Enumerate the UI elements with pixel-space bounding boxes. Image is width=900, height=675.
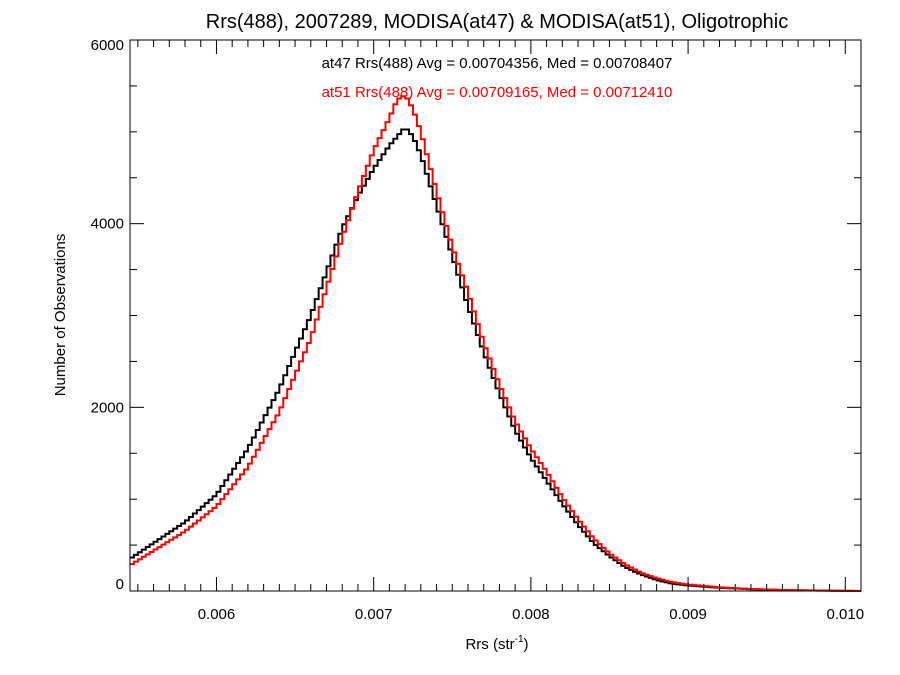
annotation-at47: at47 Rrs(488) Avg = 0.00704356, Med = 0.… — [322, 55, 673, 72]
x-axis-label: Rrs (str-1) — [465, 634, 528, 653]
x-axis-label-sup: -1 — [515, 634, 524, 645]
annotation-at51: at51 Rrs(488) Avg = 0.00709165, Med = 0.… — [322, 84, 673, 101]
x-tick-label: 0.008 — [512, 606, 550, 623]
x-tick-label: 0.009 — [669, 606, 707, 623]
x-tick-label: 0.007 — [355, 606, 393, 623]
series-line-at47 — [130, 128, 861, 592]
series-layer — [130, 95, 861, 592]
x-axis-label-close: ) — [524, 636, 529, 653]
y-axis-label: Number of Observations — [52, 234, 69, 397]
x-tick-label: 0.006 — [198, 606, 236, 623]
x-axis-label-main: Rrs (str — [465, 636, 514, 653]
y-tick-label: 0 — [116, 576, 124, 593]
x-axis: 0.006 0.007 0.008 0.009 0.010 — [137, 40, 865, 623]
series-line-at51 — [130, 95, 861, 592]
y-tick-label: 2000 — [91, 399, 124, 416]
y-tick-label: 4000 — [91, 216, 124, 233]
y-axis: 0 2000 4000 6000 — [91, 37, 861, 593]
x-tick-label: 0.010 — [827, 606, 865, 623]
plot-frame — [129, 39, 862, 592]
chart-title: Rrs(488), 2007289, MODISA(at47) & MODISA… — [206, 11, 788, 33]
y-tick-label: 6000 — [91, 37, 124, 54]
